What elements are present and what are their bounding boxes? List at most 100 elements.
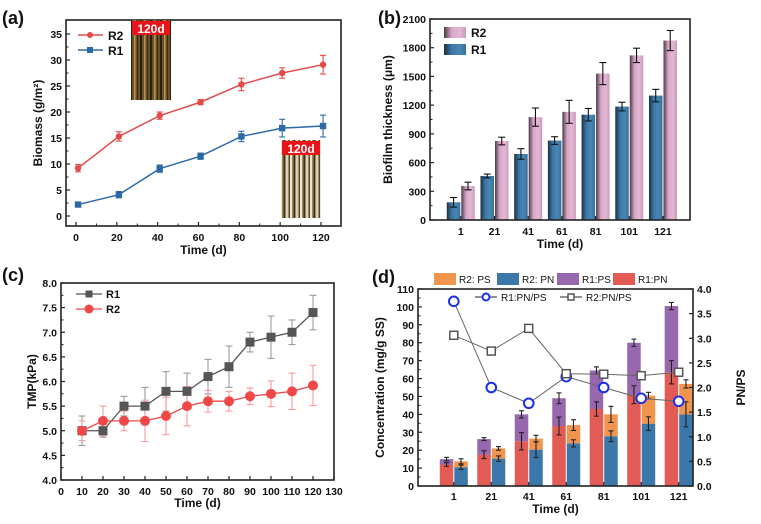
x-tick-label: 101 (621, 226, 639, 238)
data-point (87, 47, 93, 53)
legend-swatch (434, 273, 456, 285)
y-tick-label: 5.5 (42, 401, 57, 413)
legend-label: R1 (108, 44, 124, 58)
x-tick-label: 70 (202, 486, 214, 498)
x-tick-label: 101 (632, 491, 650, 503)
legend-swatch (444, 44, 466, 55)
x-tick-label: 21 (485, 491, 497, 503)
x-tick-label: 121 (670, 491, 688, 503)
data-point (524, 323, 534, 334)
bar-R2 (663, 40, 677, 221)
y-axis-label: PN/PS (734, 369, 748, 405)
y-tick-label: 0 (56, 211, 62, 223)
bar-R1 (581, 114, 596, 220)
bar-R2-PS (679, 383, 693, 415)
legend-swatch (444, 27, 466, 38)
y-tick-label: 100 (396, 302, 414, 314)
y-tick-label: 110 (397, 284, 414, 296)
bar-R1-PN (552, 426, 566, 486)
bar-R1-PN (477, 454, 491, 486)
plot-frame (429, 18, 691, 221)
data-point (672, 395, 685, 408)
data-point (245, 391, 255, 402)
bar-R1-PS (627, 342, 641, 395)
x-axis-label: Time (d) (180, 243, 226, 257)
panel-d-eps-concentration: (d)1 21 41 61 81 101 1210102030405060708090100… (372, 267, 748, 516)
bar-R1-PS (477, 439, 491, 455)
data-point (156, 165, 163, 172)
y-tick-label: 6.5 (42, 352, 57, 364)
x-tick-label: 41 (522, 226, 534, 238)
x-tick-label: 81 (590, 226, 602, 238)
y-tick-label: 4.0 (42, 475, 57, 487)
y-tick-label: 90 (402, 320, 414, 332)
bar-R2 (629, 55, 644, 220)
x-tick-label: 61 (560, 491, 572, 503)
y-tick-label: 7.0 (42, 327, 57, 339)
data-point (224, 362, 234, 372)
x-tick-label: 0 (58, 486, 64, 498)
plot-frame (65, 19, 342, 227)
y-right-tick-label: 3.0 (697, 333, 712, 345)
panel-c-tmp: (c) 4.0 4.5 5.0 5.5 6.0 6.5 7.0 7.5 8.0 0 10 20 30 40 5… (2, 265, 343, 510)
y-tick-label: 1200 (403, 100, 427, 112)
y-tick-label: 5 (56, 185, 62, 197)
y-right-tick-label: 2.0 (697, 383, 712, 395)
data-point (673, 367, 684, 377)
y-tick-label: 30 (50, 55, 62, 67)
y-tick-label: 10 (402, 463, 414, 475)
y-tick-label: 50 (402, 391, 414, 403)
y-tick-label: 0 (420, 215, 426, 227)
bar-R1 (615, 106, 629, 220)
y-tick-label: 10 (50, 159, 62, 171)
bar-R1-PN (514, 441, 529, 486)
bar-R2-PN (529, 449, 543, 486)
data-point (224, 396, 234, 407)
plot-frame (60, 282, 335, 481)
y-right-tick-label: 1.5 (697, 407, 712, 419)
inset-label-bg (282, 141, 320, 155)
data-point (119, 415, 129, 426)
data-point (319, 122, 327, 130)
x-tick-label: 21 (489, 226, 501, 238)
x-tick-label: 41 (523, 491, 535, 503)
data-point (203, 396, 213, 407)
bar-R1-PN (627, 394, 641, 486)
y-axis-label: TMP(kPa) (25, 354, 39, 409)
bar-R1 (648, 95, 663, 220)
y-tick-label: 0 (408, 481, 414, 493)
data-point (287, 386, 297, 397)
y-tick-label: 7.5 (42, 303, 57, 315)
bar-R1-PS (552, 398, 566, 427)
x-tick-label: 110 (284, 486, 301, 498)
x-tick-label: 100 (262, 486, 280, 498)
data-point (182, 401, 192, 412)
bar-R1-PS (664, 306, 679, 373)
legend-label: R2 (471, 26, 487, 40)
legend-label: R1:PN (638, 275, 667, 286)
legend-swatch (497, 273, 519, 285)
y-tick-label: 600 (408, 158, 426, 170)
x-tick-label: 61 (556, 226, 568, 238)
y-tick-label: 300 (408, 186, 426, 198)
panel-label: (b) (378, 8, 401, 28)
legend-label: R2: PN (522, 275, 554, 286)
x-tick-label: 0 (73, 232, 79, 244)
data-point (182, 386, 192, 396)
x-axis-label: Time (d) (532, 502, 578, 516)
legend-label: R1 (471, 43, 487, 57)
legend-label: R2 (106, 304, 120, 316)
data-point (485, 381, 498, 394)
data-point (636, 370, 646, 381)
panel-a-biomass: (a) 0 5 10 15 20 25 30 35 0 20 40 60 80 100 120 Time (d)… (2, 8, 342, 257)
panel-label: (c) (2, 265, 24, 285)
data-point (597, 381, 610, 394)
data-point (203, 372, 213, 382)
x-tick-label: 80 (223, 486, 235, 498)
bar-R1-PN (664, 372, 679, 486)
data-point (486, 346, 497, 356)
y-tick-label: 80 (402, 338, 414, 350)
data-point (74, 201, 82, 208)
y-tick-label: 2100 (403, 14, 427, 26)
bar-R1 (514, 153, 528, 220)
